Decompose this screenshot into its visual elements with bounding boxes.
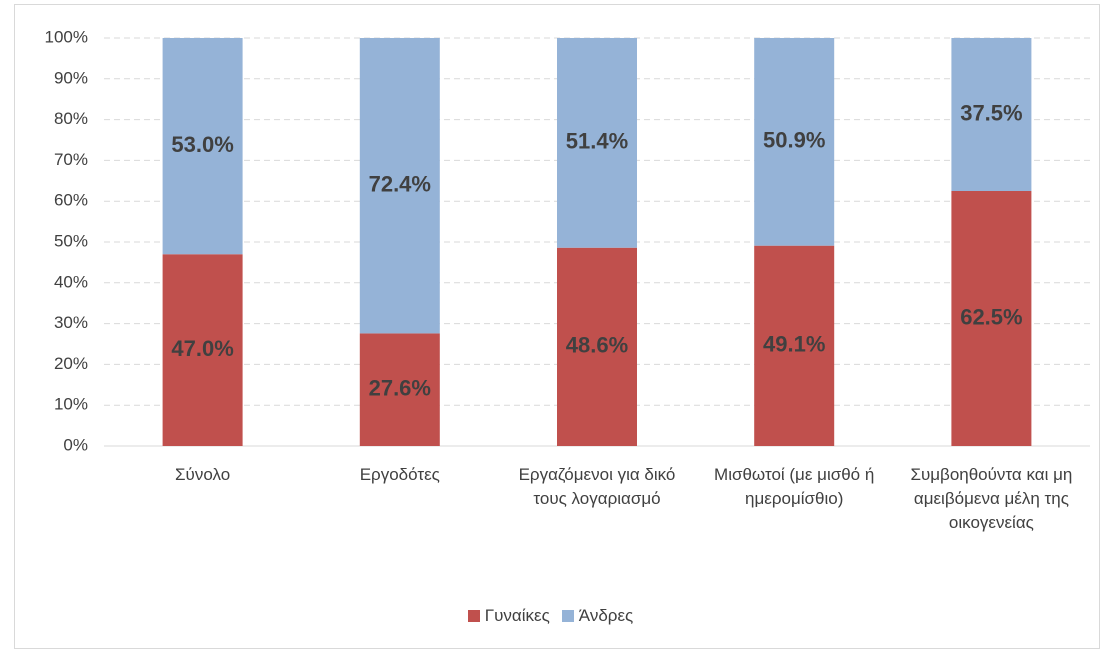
data-label: 53.0% — [171, 132, 233, 157]
bar-segment — [951, 38, 1032, 191]
y-tick-label: 90% — [54, 68, 88, 87]
y-tick-label: 10% — [54, 395, 88, 414]
legend-entry: Άνδρες — [561, 606, 634, 626]
y-tick-label: 80% — [54, 109, 88, 128]
bar-segment — [162, 254, 243, 446]
legend-entry: Γυναίκες — [467, 606, 550, 626]
bar-segment — [754, 245, 835, 446]
y-tick-label: 50% — [54, 231, 88, 250]
chart-frame — [14, 4, 1100, 649]
data-label: 51.4% — [566, 129, 628, 154]
legend: Γυναίκες Άνδρες — [0, 606, 1101, 626]
bar-segment — [754, 38, 835, 246]
x-tick-label: Εργαζόμενοι για δικό τους λογαριασμό — [518, 465, 676, 508]
data-label: 48.6% — [566, 333, 628, 358]
bar-segment — [359, 38, 440, 334]
data-label: 37.5% — [960, 100, 1022, 125]
x-tick-label: Συμβοηθούντα και μη αμειβόμενα μέλη της … — [910, 465, 1073, 532]
y-tick-label: 40% — [54, 272, 88, 291]
x-tick-label: Σύνολο — [175, 465, 231, 484]
legend-swatch — [467, 610, 480, 622]
y-tick-label: 0% — [63, 435, 88, 454]
legend-swatch — [561, 610, 574, 622]
legend-label: Άνδρες — [578, 606, 634, 625]
bar-segment — [359, 333, 440, 446]
bar-segment — [557, 247, 637, 446]
data-label: 27.6% — [369, 376, 431, 401]
x-tick-label: Εργοδότες — [359, 465, 440, 484]
y-tick-label: 100% — [45, 27, 88, 46]
data-label: 49.1% — [763, 332, 825, 357]
data-label: 50.9% — [763, 128, 825, 153]
data-label: 62.5% — [960, 304, 1022, 329]
legend-label: Γυναίκες — [484, 606, 550, 625]
bar-segment — [951, 191, 1032, 446]
y-tick-label: 60% — [54, 191, 88, 210]
x-tick-label: Μισθωτοί (με μισθό ή ημερομίσθιο) — [714, 465, 875, 508]
y-tick-label: 20% — [54, 354, 88, 373]
bar-segment — [162, 38, 243, 255]
y-tick-label: 30% — [54, 313, 88, 332]
data-label: 72.4% — [369, 172, 431, 197]
bar-segment — [557, 38, 637, 248]
data-label: 47.0% — [171, 336, 233, 361]
y-tick-label: 70% — [54, 150, 88, 169]
